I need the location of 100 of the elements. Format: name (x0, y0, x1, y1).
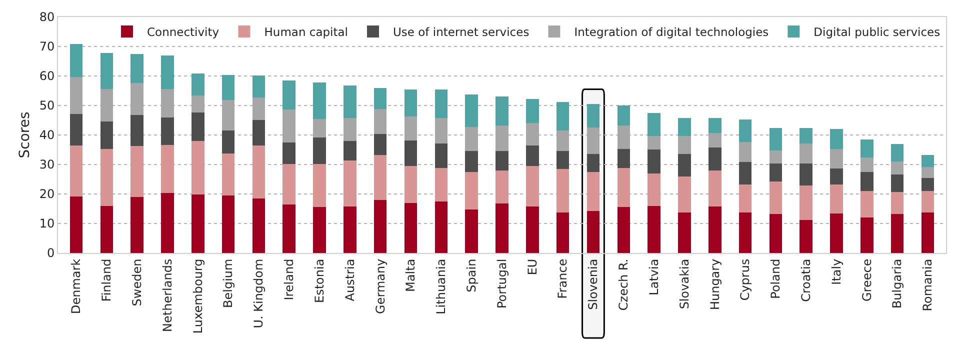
bar (830, 168, 843, 184)
legend-label: Integration of digital technologies (574, 24, 769, 39)
bar (617, 106, 630, 126)
x-tick-label: Estonia (312, 258, 326, 303)
y-tick-label: 0 (46, 246, 55, 260)
bar (738, 120, 752, 142)
bar (282, 164, 296, 205)
bar (313, 82, 326, 119)
x-tick-label: Belgium (221, 258, 236, 308)
y-tick-label: 20 (39, 187, 55, 202)
bar (769, 181, 782, 214)
bar (100, 206, 114, 253)
bar (374, 200, 387, 253)
bar (130, 114, 144, 146)
bar (252, 75, 266, 98)
bar (769, 214, 782, 253)
y-tick-label: 30 (39, 158, 55, 172)
bar (282, 142, 296, 164)
x-tick-label: France (556, 258, 570, 299)
bar (526, 145, 539, 166)
bar (617, 148, 630, 168)
bar (70, 114, 83, 146)
bar (708, 147, 722, 171)
bar (100, 122, 114, 149)
bar (678, 212, 691, 253)
bar (921, 212, 934, 253)
y-tick-label: 60 (39, 69, 55, 84)
bar (860, 218, 874, 253)
x-tick-label: Croatia (799, 258, 814, 302)
bar (161, 55, 174, 89)
bar (526, 166, 539, 206)
bar (192, 74, 204, 96)
x-tick-label: Luxembourg (190, 258, 205, 334)
bar (313, 138, 326, 164)
bar (830, 129, 843, 149)
bar (526, 206, 539, 253)
bar (738, 184, 752, 213)
bar (70, 196, 83, 253)
bar (556, 168, 570, 212)
bar (890, 214, 904, 253)
y-tick-label: 70 (39, 40, 55, 54)
bar (374, 88, 387, 110)
bar (800, 164, 812, 186)
bar (860, 190, 874, 218)
bar (800, 185, 812, 220)
legend-label: Human capital (264, 24, 348, 39)
x-tick-label: Malta (404, 258, 418, 292)
x-tick-label: Italy (829, 258, 844, 285)
bar (830, 213, 843, 253)
y-tick-label: 50 (39, 98, 55, 113)
bar (800, 144, 812, 164)
bar (313, 206, 326, 253)
bar (222, 130, 235, 154)
bar (769, 164, 782, 182)
bar (890, 144, 904, 162)
bar (404, 202, 418, 253)
y-tick-label: 40 (39, 128, 55, 142)
x-tick-label: Hungary (708, 258, 722, 310)
bar (404, 166, 418, 203)
bar (586, 210, 600, 253)
bar (678, 118, 691, 136)
bar (678, 176, 691, 213)
bar (222, 154, 235, 196)
bar (648, 206, 660, 253)
x-tick-label: U. Kingdom (252, 258, 266, 328)
bar (586, 154, 600, 172)
bar (617, 206, 630, 253)
bar (434, 90, 448, 118)
bar (252, 120, 266, 146)
bar (130, 196, 144, 253)
bar (192, 141, 204, 195)
bar (860, 139, 874, 158)
bar (344, 206, 356, 253)
x-tick-label: Ireland (282, 258, 296, 300)
bar (586, 172, 600, 211)
bar (496, 96, 508, 126)
x-tick-label: Latvia (646, 258, 661, 296)
bar (708, 206, 722, 253)
bar (556, 212, 570, 253)
bar (252, 198, 266, 253)
bar (374, 155, 387, 200)
bar (404, 140, 418, 166)
bar (708, 118, 722, 134)
bar (434, 201, 448, 253)
bar (100, 52, 114, 89)
bar (648, 149, 660, 174)
bar (313, 164, 326, 207)
bar (648, 136, 660, 150)
x-tick-label: Finland (100, 258, 114, 302)
bar (465, 94, 478, 128)
bar (738, 212, 752, 253)
bar (161, 145, 174, 193)
y-tick-label: 80 (39, 10, 55, 24)
bar (344, 141, 356, 161)
bar (192, 194, 204, 253)
bar (769, 150, 782, 164)
bar (161, 192, 174, 253)
bar (496, 151, 508, 171)
bar (434, 144, 448, 168)
x-tick-label: Romania (920, 258, 935, 312)
